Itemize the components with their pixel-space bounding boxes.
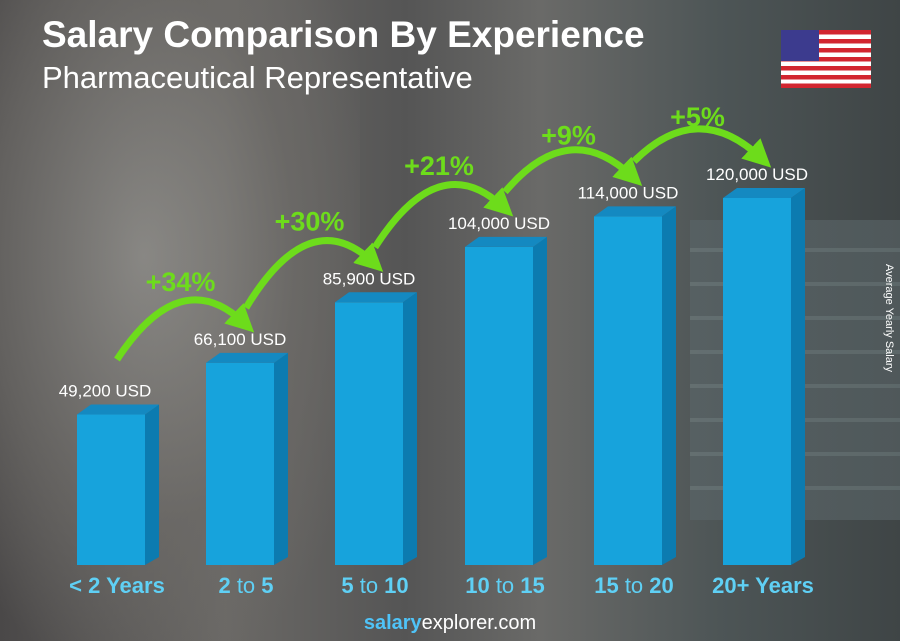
bar-side	[791, 188, 805, 565]
bar-side	[662, 206, 676, 565]
y-axis-label: Average Yearly Salary	[883, 263, 895, 373]
bar-top	[335, 292, 417, 303]
bar-front	[594, 216, 662, 565]
bar-top	[465, 236, 547, 247]
chart-title: Salary Comparison By Experience	[42, 14, 645, 55]
change-label: +9%	[541, 120, 596, 150]
chart-subtitle: Pharmaceutical Representative	[42, 60, 473, 95]
change-label: +5%	[670, 102, 725, 132]
bar-side	[274, 352, 288, 565]
category-label: 15 to 20	[594, 573, 674, 598]
bar-side	[533, 236, 547, 565]
category-label: 20+ Years	[712, 573, 814, 598]
bar-side	[145, 404, 159, 565]
footer-brand: salaryexplorer.com	[0, 612, 900, 635]
change-label: +30%	[275, 206, 345, 236]
change-label: +21%	[404, 151, 474, 181]
bar-side	[403, 292, 417, 565]
change-arrow	[372, 181, 514, 250]
bar-top	[723, 188, 805, 198]
category-label: < 2 Years	[69, 573, 165, 598]
change-arrow	[631, 125, 772, 168]
bar-top	[206, 352, 288, 363]
category-label: 2 to 5	[218, 573, 273, 598]
change-label: +34%	[146, 267, 216, 297]
brand-rest: explorer.com	[421, 612, 537, 634]
change-arrow	[243, 237, 384, 310]
value-label: 114,000 USD	[578, 183, 679, 202]
category-label: 10 to 15	[465, 573, 545, 598]
change-arrow	[114, 296, 255, 362]
category-label: 5 to 10	[341, 573, 408, 598]
bar-top	[77, 404, 159, 415]
bar-front	[465, 246, 533, 565]
change-arrow	[502, 146, 643, 195]
bar-front	[77, 414, 145, 565]
value-label: 120,000 USD	[706, 165, 808, 184]
bar-front	[335, 302, 403, 565]
value-label: 104,000 USD	[448, 214, 550, 233]
bar-top	[594, 206, 676, 217]
us-flag-icon	[781, 30, 871, 88]
bar-front	[206, 362, 274, 565]
value-label: 49,200 USD	[59, 382, 152, 401]
background-photo	[0, 0, 360, 641]
value-label: 66,100 USD	[194, 330, 287, 349]
bar-front	[723, 198, 791, 565]
value-label: 85,900 USD	[323, 269, 416, 288]
brand-bold: salary	[363, 612, 422, 634]
